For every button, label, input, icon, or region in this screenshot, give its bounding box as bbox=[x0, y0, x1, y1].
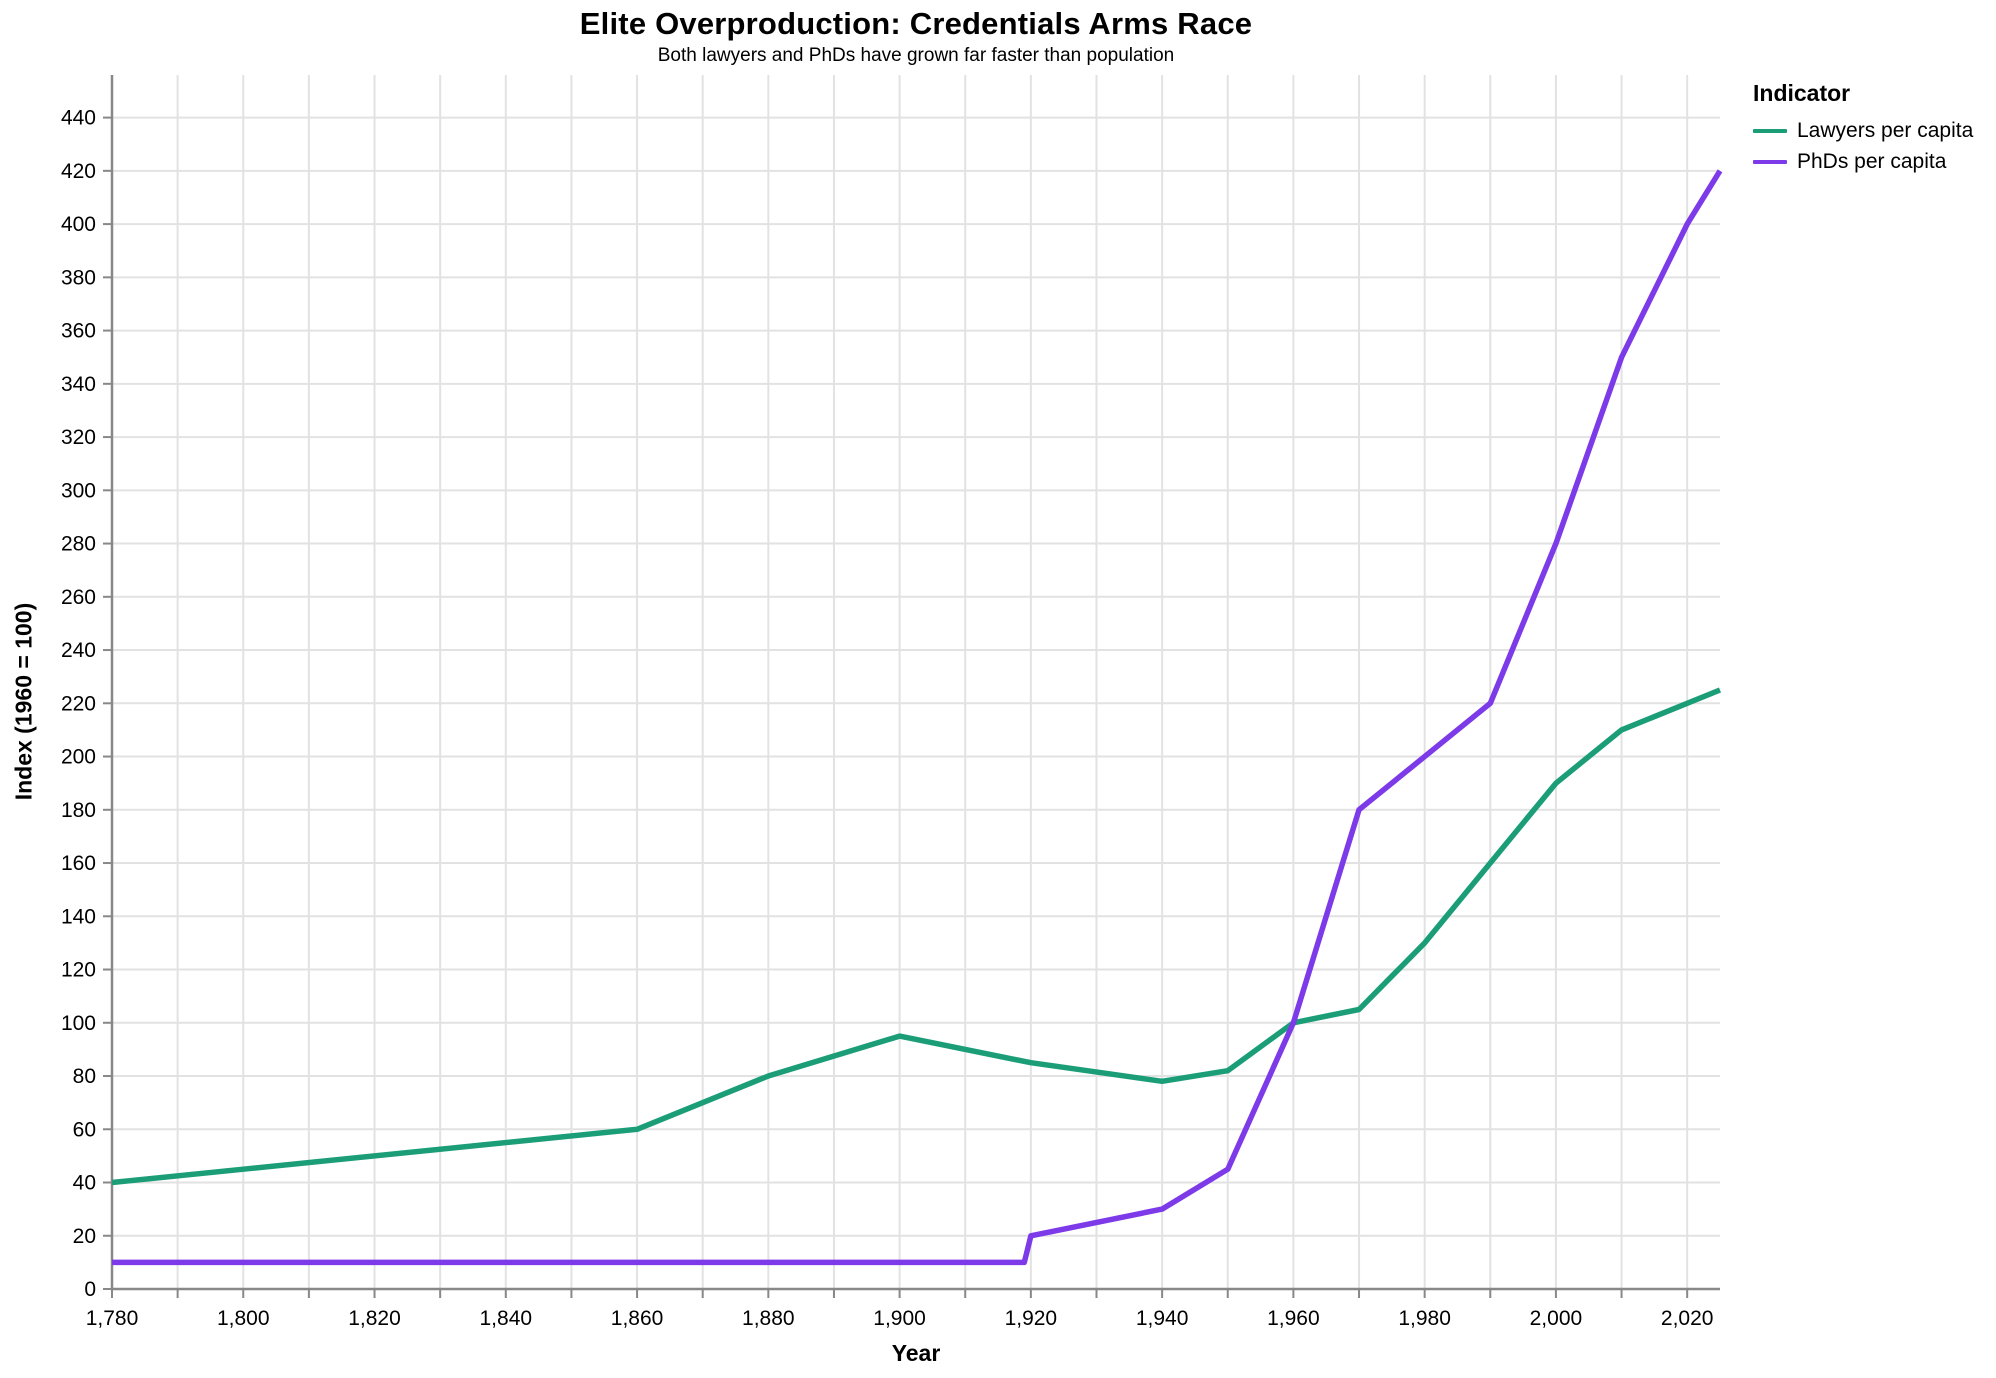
x-tick-label: 1,860 bbox=[611, 1307, 664, 1330]
phds-line-swatch bbox=[1753, 160, 1787, 164]
y-tick-label: 380 bbox=[61, 266, 96, 289]
legend: Indicator Lawyers per capita PhDs per ca… bbox=[1753, 80, 1973, 181]
y-tick-label: 40 bbox=[73, 1172, 96, 1195]
legend-label-lawyers: Lawyers per capita bbox=[1797, 119, 1974, 142]
lawyers-line bbox=[111, 687, 1722, 1186]
y-tick-label: 320 bbox=[61, 426, 96, 449]
y-tick-label: 280 bbox=[61, 533, 96, 556]
x-tick-label: 1,840 bbox=[480, 1307, 533, 1330]
x-tick-label: 1,780 bbox=[86, 1307, 139, 1330]
chart-subtitle: Both lawyers and PhDs have grown far fas… bbox=[657, 45, 1175, 66]
y-tick-label: 200 bbox=[61, 746, 96, 769]
y-tick-label: 260 bbox=[61, 586, 96, 609]
y-tick-label: 420 bbox=[61, 160, 96, 183]
x-axis-title: Year bbox=[891, 1340, 941, 1366]
y-tick-label: 180 bbox=[61, 799, 96, 822]
y-tick-label: 60 bbox=[73, 1118, 96, 1141]
x-tick-label: 1,900 bbox=[873, 1307, 926, 1330]
lawyers-line-swatch bbox=[1753, 129, 1787, 133]
legend-title: Indicator bbox=[1753, 80, 1851, 106]
x-tick-label: 1,940 bbox=[1136, 1307, 1189, 1330]
x-tick-label: 1,880 bbox=[742, 1307, 795, 1330]
chart-title: Elite Overproduction: Credentials Arms R… bbox=[579, 6, 1253, 41]
y-axis-title: Index (1960 = 100) bbox=[10, 602, 37, 801]
x-tick-label: 1,980 bbox=[1398, 1307, 1451, 1330]
legend-entry-lawyers: Lawyers per capita bbox=[1753, 119, 1973, 143]
phds-line bbox=[112, 169, 1723, 1266]
y-tick-label: 440 bbox=[61, 107, 96, 130]
y-tick-label: 400 bbox=[61, 213, 96, 236]
y-tick-label: 100 bbox=[61, 1012, 96, 1035]
y-tick-label: 80 bbox=[73, 1065, 96, 1088]
y-tick-label: 220 bbox=[61, 692, 96, 715]
y-tick-label: 120 bbox=[61, 959, 96, 982]
y-tick-label: 160 bbox=[61, 852, 96, 875]
x-tick-label: 2,020 bbox=[1661, 1307, 1714, 1330]
y-tick-label: 20 bbox=[73, 1225, 96, 1248]
y-tick-label: 240 bbox=[61, 639, 96, 662]
x-tick-label: 1,920 bbox=[1005, 1307, 1058, 1330]
legend-label-phds: PhDs per capita bbox=[1797, 150, 1947, 173]
y-tick-label: 300 bbox=[61, 479, 96, 502]
y-tick-label: 0 bbox=[84, 1278, 96, 1301]
y-tick-label: 340 bbox=[61, 373, 96, 396]
y-tick-label: 360 bbox=[61, 320, 96, 343]
legend-entry-phds: PhDs per capita bbox=[1753, 150, 1973, 174]
x-tick-label: 2,000 bbox=[1530, 1307, 1583, 1330]
y-tick-label: 140 bbox=[61, 905, 96, 928]
x-tick-label: 1,960 bbox=[1267, 1307, 1320, 1330]
x-tick-label: 1,800 bbox=[217, 1307, 270, 1330]
x-tick-label: 1,820 bbox=[348, 1307, 401, 1330]
